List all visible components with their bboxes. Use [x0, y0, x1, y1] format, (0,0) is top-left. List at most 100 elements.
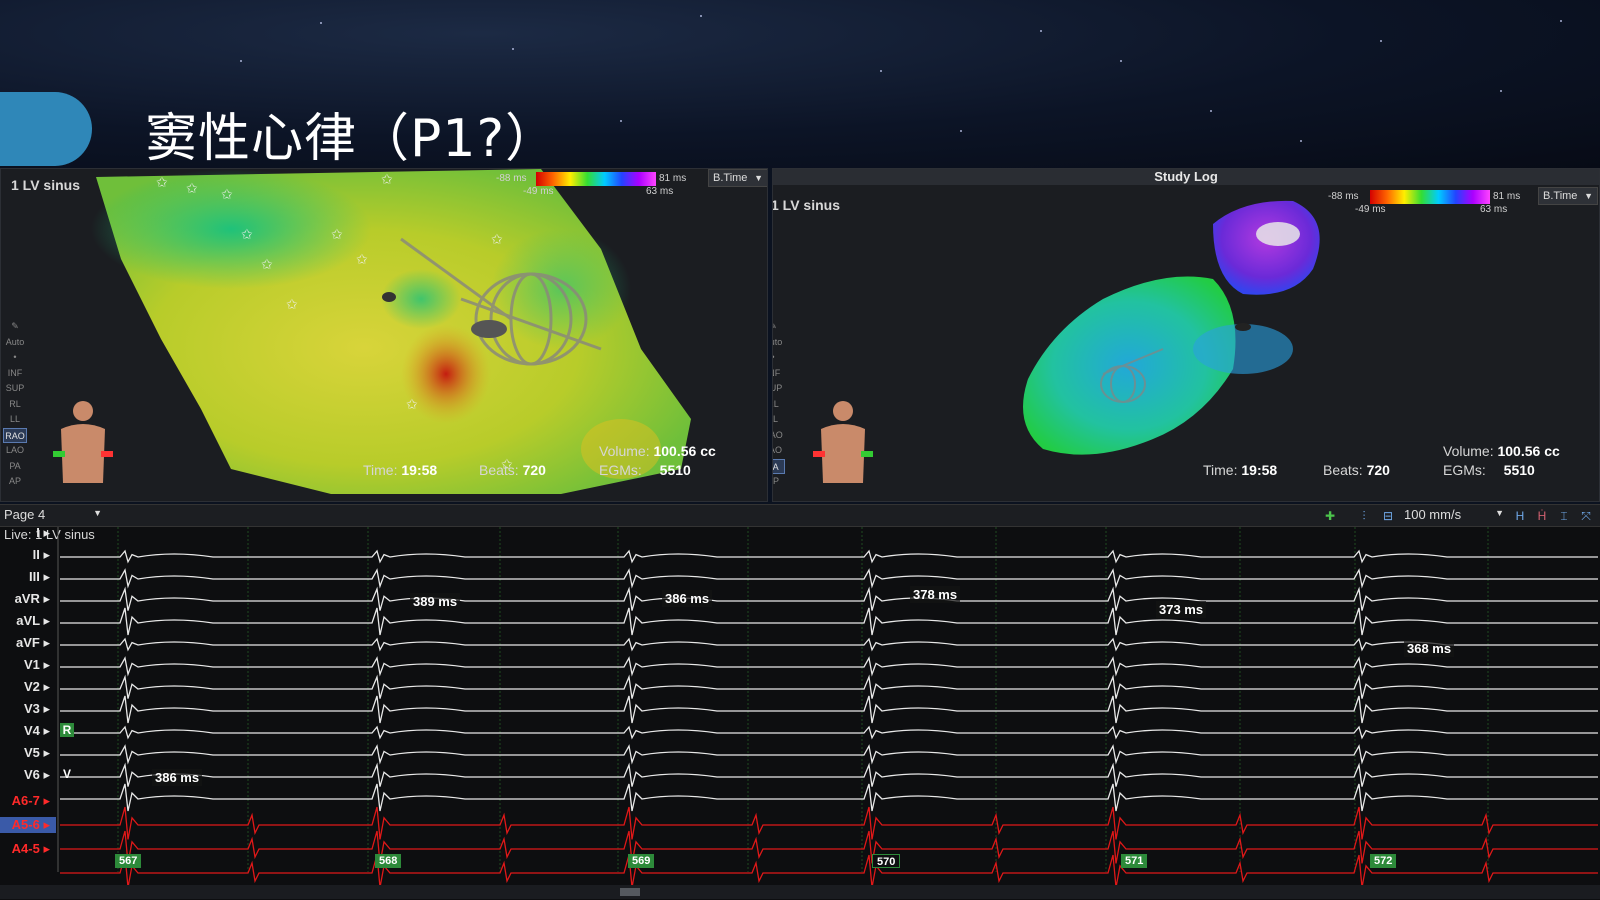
egm-traces[interactable] — [0, 527, 1600, 885]
map-label: 1 LV sinus — [11, 177, 80, 193]
scrollbar-thumb[interactable] — [620, 888, 640, 896]
view-rl[interactable]: RL — [773, 398, 779, 409]
beat-number[interactable]: 572 — [1370, 854, 1397, 868]
map-mode-select[interactable]: B.Time ▼ — [708, 169, 767, 187]
rr-interval-label[interactable]: 386 ms — [152, 769, 203, 786]
color-scale-bar[interactable] — [536, 172, 656, 186]
rr-interval-label[interactable]: 373 ms — [1156, 601, 1207, 618]
view-toolbar: ✎ Auto • INF SUP RL LL RAO LAO PA AP — [772, 319, 785, 490]
trace-v2 — [60, 695, 1598, 724]
view-dot[interactable]: • — [773, 350, 785, 366]
view-lao[interactable]: LAO — [773, 445, 782, 455]
svg-text:✩: ✩ — [261, 256, 273, 272]
h-caliper-remove-icon[interactable]: Ḣ — [1537, 509, 1547, 523]
rr-interval-label[interactable]: 389 ms — [410, 593, 461, 610]
slide-title: 窦性心律（P1?） — [145, 109, 559, 169]
view-ll[interactable]: LL — [9, 414, 20, 424]
rr-interval-label[interactable]: 378 ms — [910, 586, 961, 603]
lead-label-iii[interactable]: III ▸ — [29, 569, 50, 584]
lead-label-a6-7[interactable]: A6-7 ▸ — [11, 793, 50, 808]
lead-label-avl[interactable]: aVL ▸ — [16, 613, 50, 628]
lead-label-avf[interactable]: aVF ▸ — [16, 635, 50, 650]
volume-value: 100.56 cc — [1497, 443, 1560, 459]
beat-number[interactable]: 571 — [1121, 854, 1148, 868]
lead-marker-v: V — [62, 767, 71, 781]
view-rao[interactable]: RAO — [773, 429, 783, 440]
lead-label-avr[interactable]: aVR ▸ — [14, 591, 50, 606]
lv-activation-map-render[interactable]: ✩ ✩ ✩ ✩ ✩ ✩ ✩ ✩ ✩ ✩ ✩ ✩ — [1, 169, 768, 502]
view-inf[interactable]: INF — [7, 367, 23, 378]
v-caliper-icon[interactable]: ⌶ — [1560, 509, 1568, 523]
view-auto[interactable]: Auto — [773, 336, 783, 347]
waveform-toolbar: Page 4 ▼ ✚ ⫶ ⊟ 100 mm/s ▼ H Ḣ ⌶ ⤧ — [0, 505, 1600, 527]
lead-label-a4-5[interactable]: A4-5 ▸ — [11, 841, 50, 856]
measure-icon[interactable]: ⫶ — [1362, 509, 1366, 523]
lead-label-i[interactable]: I ▸ — [36, 525, 50, 540]
lv-la-activation-map-render[interactable] — [773, 169, 1600, 502]
view-ll[interactable]: LL — [772, 414, 778, 424]
horizontal-scrollbar[interactable] — [0, 885, 1600, 899]
rr-interval-label[interactable]: 386 ms — [662, 590, 713, 607]
view-pa[interactable]: PA — [9, 460, 21, 471]
scale-min-inner: -49 ms — [1355, 204, 1386, 215]
view-auto[interactable]: Auto — [5, 336, 25, 347]
chevron-down-icon: ▼ — [1495, 508, 1504, 518]
map-mode-select[interactable]: B.Time ▼ — [1538, 187, 1598, 205]
view-sup[interactable]: SUP — [5, 383, 25, 393]
lead-label-v4[interactable]: V4 ▸ — [23, 723, 50, 738]
caliper-icon[interactable]: ⊟ — [1382, 509, 1394, 523]
page-select-value: Page 4 — [4, 507, 46, 522]
pin-icon[interactable]: ✎ — [11, 321, 19, 331]
slide-header: 窦性心律（P1?） — [0, 0, 1600, 169]
trace-v1 — [60, 674, 1598, 699]
color-scale-bar[interactable] — [1370, 190, 1490, 204]
pin-icon[interactable]: ✎ — [773, 319, 785, 335]
lead-label-v2[interactable]: V2 ▸ — [23, 679, 50, 694]
torso-orientation-icon[interactable] — [53, 399, 113, 483]
view-sup[interactable]: SUP — [773, 383, 783, 393]
beat-number-current[interactable]: 570 — [872, 854, 901, 868]
volume-label: Volume: — [1443, 443, 1494, 459]
lead-label-v6[interactable]: V6 ▸ — [23, 767, 50, 782]
view-ap[interactable]: AP — [772, 476, 779, 486]
view-ap[interactable]: AP — [8, 476, 21, 486]
view-rao[interactable]: RAO — [3, 427, 27, 443]
svg-text:✩: ✩ — [186, 180, 198, 196]
beat-number[interactable]: 569 — [628, 854, 655, 868]
lead-label-ii[interactable]: II ▸ — [32, 547, 50, 562]
lead-label-v5[interactable]: V5 ▸ — [23, 745, 50, 760]
egms-value: 5510 — [1503, 462, 1535, 478]
trace-v5 — [60, 762, 1598, 787]
chevron-down-icon: ▼ — [1584, 191, 1593, 201]
lead-label-v1[interactable]: V1 ▸ — [23, 657, 50, 672]
time-value: 19:58 — [1241, 462, 1278, 478]
trace-avr — [60, 607, 1598, 636]
beat-number[interactable]: 567 — [115, 854, 142, 868]
beats-label: Beats: — [479, 462, 519, 478]
view-lao[interactable]: LAO — [5, 445, 24, 455]
page-select[interactable]: Page 4 ▼ — [2, 507, 106, 525]
h-caliper-icon[interactable]: H — [1515, 509, 1525, 523]
activation-map-left[interactable]: ✩ ✩ ✩ ✩ ✩ ✩ ✩ ✩ ✩ ✩ ✩ ✩ 1 LV sinus -88 ms -49 ms… — [0, 168, 768, 502]
title-accent-tab — [0, 92, 92, 166]
sweep-speed-select[interactable]: 100 mm/s ▼ — [1404, 507, 1508, 525]
egms-label: EGMs: — [1443, 462, 1486, 478]
view-pa[interactable]: PA — [773, 458, 785, 474]
torso-orientation-icon[interactable] — [813, 399, 873, 483]
caliper-clear-icon[interactable]: ⤧ — [1581, 509, 1591, 523]
add-marker-icon[interactable]: ✚ — [1324, 509, 1336, 523]
activation-map-right[interactable]: Study Log 1 LV sinus -88 ms -49 ms 81 ms… — [772, 168, 1600, 502]
svg-text:✩: ✩ — [491, 231, 503, 247]
view-dot[interactable]: • — [13, 352, 17, 362]
volume-label: Volume: — [599, 443, 650, 459]
lead-label-a5-6[interactable]: A5-6 ▸ — [0, 817, 56, 833]
time-label: Time: — [1203, 462, 1238, 478]
time-label: Time: — [363, 462, 398, 478]
rr-interval-label[interactable]: 368 ms — [1404, 640, 1455, 657]
view-rl[interactable]: RL — [9, 398, 21, 409]
svg-text:✩: ✩ — [286, 296, 298, 312]
view-inf[interactable]: INF — [773, 367, 781, 378]
beat-number[interactable]: 568 — [375, 854, 402, 868]
lead-label-v3[interactable]: V3 ▸ — [23, 701, 50, 716]
scale-max-inner: 63 ms — [1480, 204, 1508, 215]
